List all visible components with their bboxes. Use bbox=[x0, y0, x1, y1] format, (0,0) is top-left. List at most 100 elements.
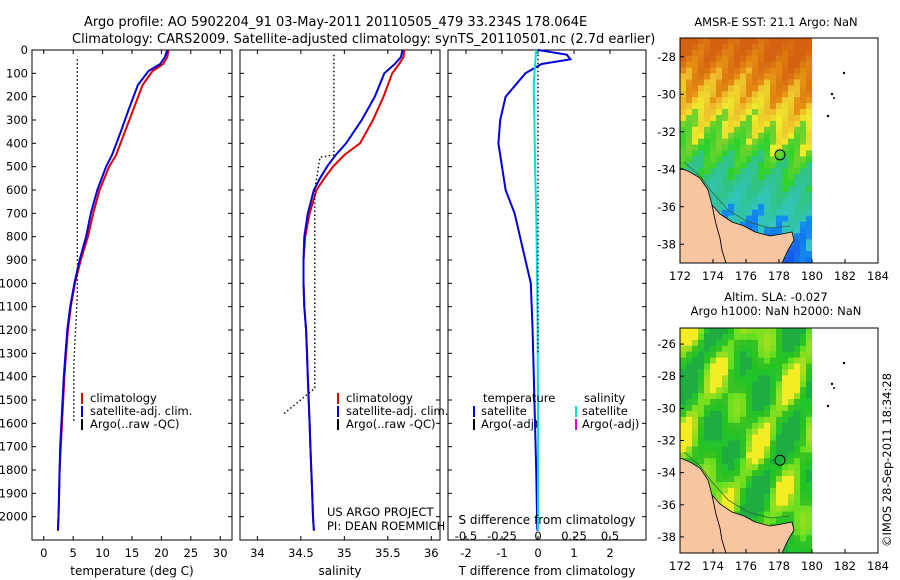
sst-cell bbox=[776, 97, 783, 104]
sla-cell bbox=[746, 416, 753, 424]
sst-cell bbox=[776, 180, 783, 187]
sst-cell bbox=[806, 109, 812, 116]
sla-cell bbox=[746, 470, 753, 477]
sla-cell bbox=[794, 499, 801, 507]
depth-tick-label: 100 bbox=[6, 66, 28, 80]
sst-cell bbox=[758, 168, 765, 175]
sst-cell bbox=[788, 251, 795, 258]
lon-tick-label: 174 bbox=[702, 269, 724, 283]
sst-cell bbox=[716, 126, 723, 134]
sla-cell bbox=[734, 404, 741, 412]
sla-cell bbox=[698, 434, 705, 442]
sla-cell bbox=[680, 369, 687, 376]
sla-cell bbox=[746, 328, 753, 335]
sla-cell bbox=[710, 410, 717, 418]
sst-cell bbox=[692, 156, 699, 163]
sst-cell bbox=[740, 156, 747, 163]
sst-cell bbox=[722, 91, 729, 98]
difference-panel: -2 -1 0 1 2 S difference from climatology -0… bbox=[447, 49, 647, 578]
sst-cell bbox=[716, 97, 723, 104]
sst-cell bbox=[788, 180, 795, 187]
sst-map-title: AMSR-E SST: 21.1 Argo: NaN bbox=[694, 15, 857, 29]
x-tick-label: 35 bbox=[337, 546, 352, 560]
sst-cell bbox=[746, 91, 753, 98]
sst-cell bbox=[806, 126, 812, 134]
sla-cell bbox=[740, 446, 747, 453]
sst-cell bbox=[770, 215, 777, 223]
sla-cell bbox=[680, 375, 687, 382]
sla-cell bbox=[800, 547, 807, 553]
sst-cell bbox=[764, 91, 771, 98]
sla-cell bbox=[794, 446, 801, 453]
sla-cell bbox=[740, 428, 747, 436]
sla-cell bbox=[728, 387, 735, 394]
sla-cell bbox=[686, 440, 693, 448]
sst-cell bbox=[746, 191, 753, 199]
sst-cell bbox=[716, 138, 723, 146]
sst-cell bbox=[764, 156, 771, 163]
sst-cell bbox=[752, 209, 759, 217]
sla-cell bbox=[692, 375, 699, 382]
sla-cell bbox=[782, 387, 789, 394]
sst-cell bbox=[776, 203, 783, 211]
sst-cell bbox=[764, 43, 771, 51]
sla-cell bbox=[788, 535, 795, 542]
sst-cell bbox=[740, 180, 747, 187]
sla-cell bbox=[794, 541, 801, 548]
sla-cell bbox=[680, 399, 687, 406]
sst-cell bbox=[770, 91, 777, 98]
sla-cell bbox=[704, 351, 711, 359]
sla-cell bbox=[806, 333, 812, 341]
sst-cell bbox=[716, 114, 723, 122]
sla-cell bbox=[800, 493, 807, 501]
sla-cell bbox=[698, 422, 705, 430]
sla-cell bbox=[758, 399, 765, 406]
sla-cell bbox=[764, 333, 771, 341]
sst-cell bbox=[704, 49, 711, 57]
salinity-panel: 34 34.5 35 35.5 36 salinity climatology sate… bbox=[239, 49, 448, 578]
sst-heatmap bbox=[680, 38, 812, 263]
sla-cell bbox=[794, 363, 801, 371]
sst-cell bbox=[782, 132, 789, 140]
sst-cell bbox=[716, 144, 723, 152]
sla-cell bbox=[776, 369, 783, 376]
sst-cell bbox=[788, 55, 795, 63]
difference-curves bbox=[497, 49, 573, 531]
sst-cell bbox=[794, 197, 801, 205]
sla-cell bbox=[764, 458, 771, 465]
sla-cell bbox=[758, 493, 765, 501]
sla-cell bbox=[716, 393, 723, 400]
sst-cell bbox=[788, 120, 795, 128]
sst-cell bbox=[758, 55, 765, 63]
sla-cell bbox=[794, 511, 801, 519]
sla-cell bbox=[800, 410, 807, 418]
sst-cell bbox=[740, 150, 747, 158]
sst-cell bbox=[692, 73, 699, 81]
sla-cell bbox=[746, 351, 753, 359]
sst-cell bbox=[734, 114, 741, 122]
sst-cell bbox=[728, 138, 735, 146]
sla-cell bbox=[782, 446, 789, 453]
sst-cell bbox=[764, 191, 771, 199]
sla-cell bbox=[746, 357, 753, 365]
sla-cell bbox=[770, 481, 777, 489]
sla-cell bbox=[704, 464, 711, 471]
sla-cell bbox=[746, 458, 753, 465]
sst-cell bbox=[794, 67, 801, 75]
sst-cell bbox=[728, 162, 735, 169]
sla-cell bbox=[758, 404, 765, 412]
lon-tick-label: 176 bbox=[735, 559, 757, 573]
sst-cell bbox=[728, 168, 735, 175]
sla-cell bbox=[788, 387, 795, 394]
sst-cell bbox=[716, 156, 723, 163]
sst-cell bbox=[692, 144, 699, 152]
sst-cell bbox=[716, 49, 723, 57]
temperature-legend: climatology satellite-adj. clim. Argo(..… bbox=[81, 391, 192, 431]
sla-cell bbox=[788, 369, 795, 376]
sst-cell bbox=[794, 38, 801, 45]
sla-cell bbox=[704, 440, 711, 448]
sla-cell bbox=[794, 517, 801, 524]
sst-cell bbox=[722, 156, 729, 163]
sla-cell bbox=[788, 505, 795, 513]
sst-cell bbox=[752, 180, 759, 187]
